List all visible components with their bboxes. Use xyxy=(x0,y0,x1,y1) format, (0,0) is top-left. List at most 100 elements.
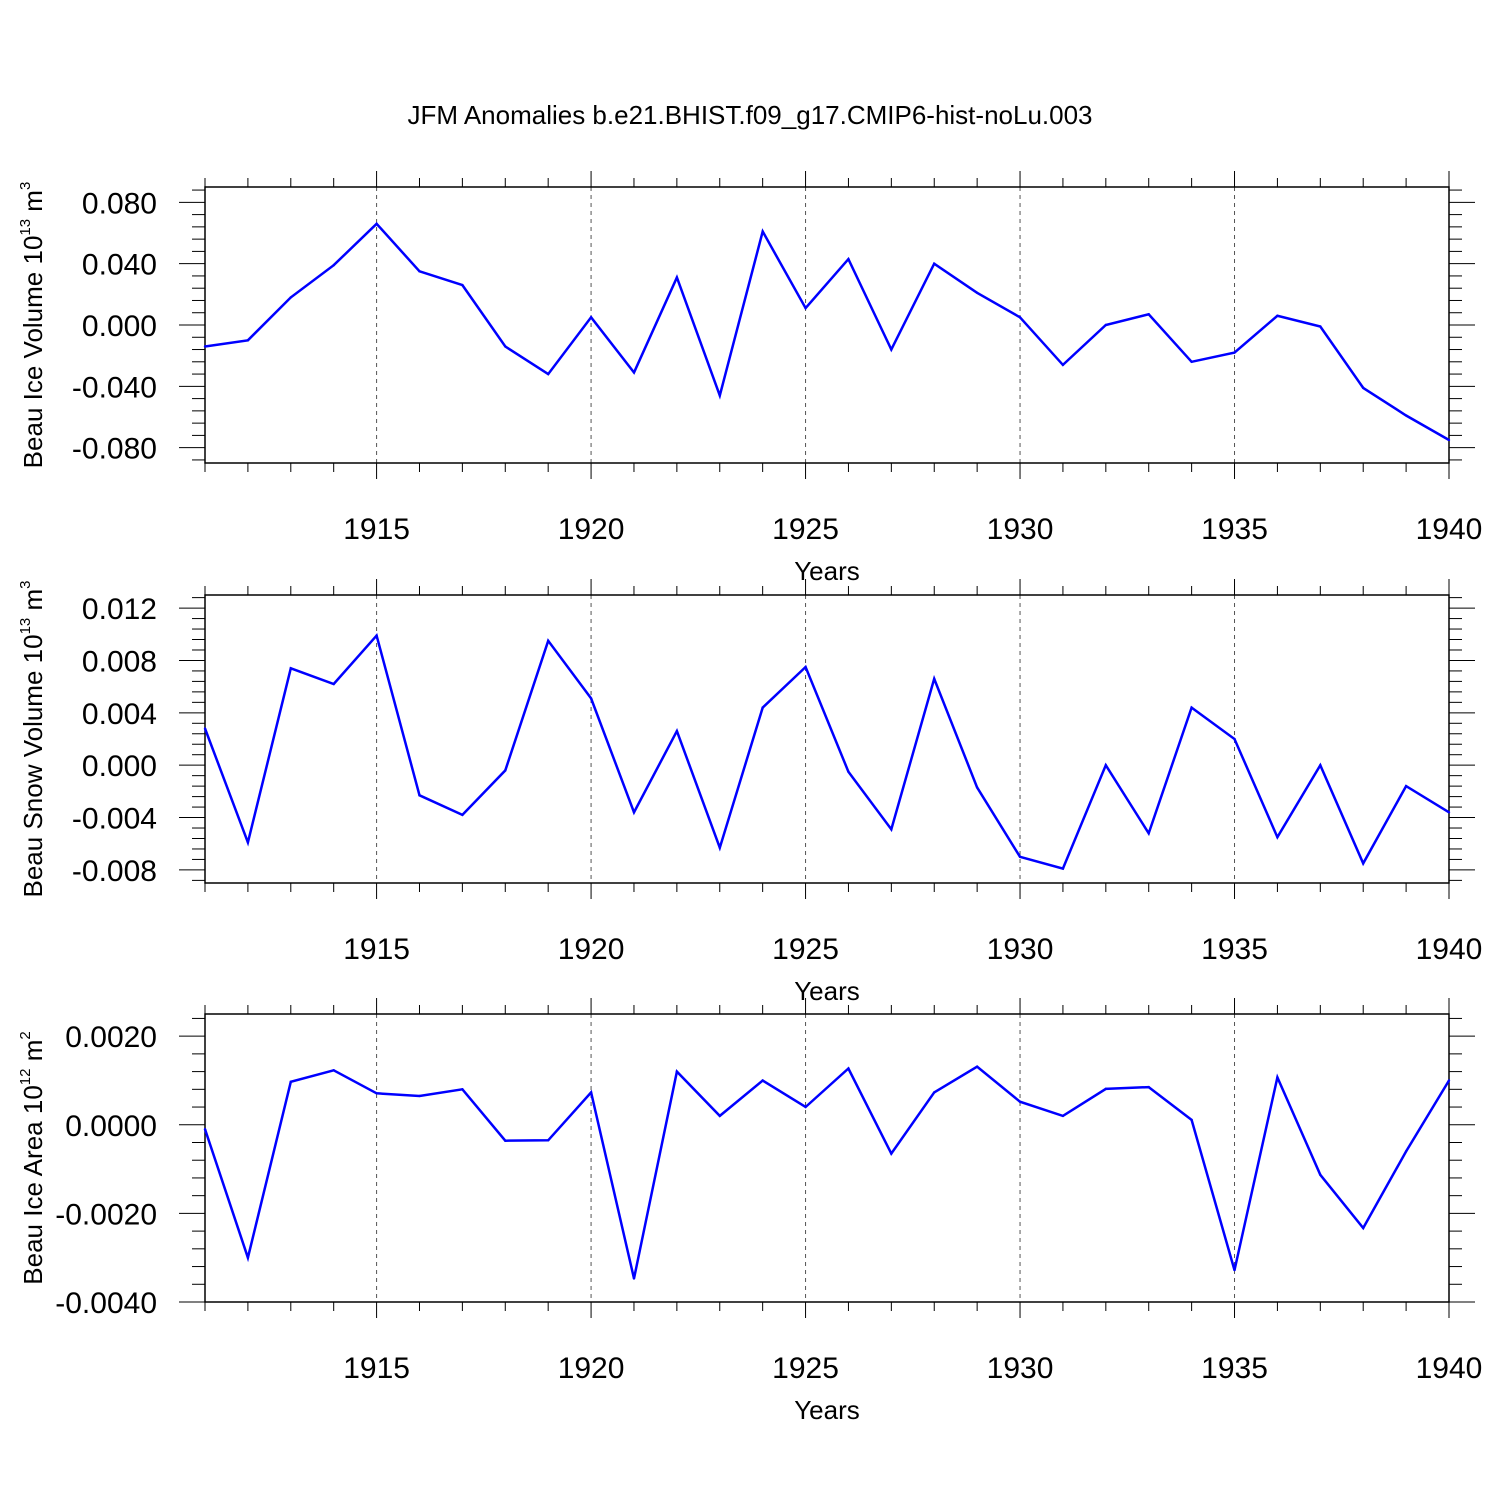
y-tick-label: 0.0020 xyxy=(65,1021,157,1054)
data-point xyxy=(1104,763,1108,767)
data-point xyxy=(847,1067,850,1070)
data-point xyxy=(804,1105,807,1109)
data-point xyxy=(1061,363,1065,367)
data-point xyxy=(461,1088,464,1091)
data-point xyxy=(1190,706,1193,709)
data-point xyxy=(589,1091,593,1094)
data-point xyxy=(675,276,679,279)
y-axis-label: Beau Ice Volume 1013 m3 xyxy=(17,182,48,469)
y-axis-label: Beau Snow Volume 1013 m3 xyxy=(17,581,48,898)
plot-frame xyxy=(204,186,1450,464)
data-point xyxy=(1362,386,1365,390)
data-point xyxy=(761,706,764,709)
data-point xyxy=(1404,1150,1408,1153)
y-tick-label: -0.0020 xyxy=(55,1198,157,1231)
data-point xyxy=(1447,1079,1451,1082)
data-point xyxy=(289,296,292,299)
data-point xyxy=(504,345,507,348)
data-point xyxy=(1233,351,1236,354)
data-point xyxy=(890,348,893,351)
x-axis-label: Years xyxy=(794,976,860,1006)
data-point xyxy=(804,306,807,310)
y-tick-label: 0.080 xyxy=(82,187,157,220)
data-point xyxy=(890,828,893,831)
data-point xyxy=(1061,867,1065,870)
data-point xyxy=(1362,1226,1365,1230)
chart-title: JFM Anomalies b.e21.BHIST.f09_g17.CMIP6-… xyxy=(407,100,1092,130)
x-axis-label: Years xyxy=(794,556,860,586)
data-point xyxy=(546,639,550,643)
data-point xyxy=(203,345,207,348)
data-point xyxy=(332,1069,335,1072)
data-point xyxy=(975,786,979,789)
y-tick-label: 0.0000 xyxy=(65,1110,157,1143)
x-tick-label: 1935 xyxy=(1201,933,1268,966)
series-line xyxy=(204,222,1450,442)
data-point xyxy=(1018,855,1022,859)
x-tick-label: 1930 xyxy=(987,1352,1054,1385)
data-point xyxy=(246,1256,250,1259)
data-point xyxy=(1233,737,1236,741)
data-point xyxy=(1404,784,1408,788)
y-axis-label: Beau Ice Area 1012 m2 xyxy=(17,1031,48,1284)
data-point xyxy=(632,1277,636,1280)
data-point xyxy=(1276,1076,1279,1079)
series-line xyxy=(203,633,1450,871)
data-point xyxy=(375,222,378,225)
data-point xyxy=(675,1070,679,1073)
data-point xyxy=(632,811,636,814)
data-point xyxy=(289,1080,292,1083)
panel-3: 0.0020 0.0000 -0.0020 -0.0040 1915 1920 1925 19… xyxy=(17,998,1482,1425)
data-point xyxy=(461,813,464,817)
y-tick-label: 0.012 xyxy=(82,593,157,626)
data-point xyxy=(461,283,464,287)
data-point xyxy=(1104,1087,1108,1091)
data-point xyxy=(847,257,850,261)
panel-2: 0.012 0.008 0.004 0.000 -0.004 -0.008 1915 1920… xyxy=(17,579,1482,1006)
data-point xyxy=(289,667,292,670)
data-point xyxy=(933,262,936,265)
data-point xyxy=(1061,1114,1065,1118)
data-point xyxy=(375,1092,378,1095)
data-point xyxy=(418,1094,421,1098)
x-tick-label: 1925 xyxy=(772,1352,839,1385)
x-tick-label: 1915 xyxy=(343,933,410,966)
x-tick-label: 1940 xyxy=(1416,513,1483,546)
data-point xyxy=(246,841,250,844)
data-point xyxy=(332,682,335,686)
data-point xyxy=(975,1065,979,1068)
data-point xyxy=(504,769,507,772)
y-tick-label: -0.004 xyxy=(72,803,157,836)
x-tick-label: 1935 xyxy=(1201,513,1268,546)
plot-frame xyxy=(204,594,1450,884)
y-tick-label: 0.040 xyxy=(82,249,157,282)
x-tick-label: 1920 xyxy=(558,513,625,546)
data-point xyxy=(1319,763,1322,767)
y-tick-label: -0.0040 xyxy=(55,1287,157,1320)
data-point xyxy=(933,1091,936,1094)
data-point xyxy=(203,1128,207,1131)
data-point xyxy=(1319,1173,1322,1177)
data-point xyxy=(546,1139,550,1142)
data-point xyxy=(504,1139,507,1142)
y-tick-label: 0.000 xyxy=(82,310,157,343)
data-point xyxy=(1404,414,1408,417)
x-tick-label: 1940 xyxy=(1416,1352,1483,1385)
x-tick-label: 1915 xyxy=(343,1352,410,1385)
data-point xyxy=(589,697,593,700)
x-axis-label: Years xyxy=(794,1395,860,1425)
data-point xyxy=(546,372,550,376)
data-point xyxy=(1447,438,1451,442)
data-point xyxy=(1190,360,1193,363)
chart-panels: 0.080 0.040 0.000 -0.040 -0.080 1915 1920 1925 1… xyxy=(17,171,1482,1425)
data-point xyxy=(804,665,807,669)
x-tick-label: 1935 xyxy=(1201,1352,1268,1385)
data-point xyxy=(933,677,936,680)
data-point xyxy=(246,339,250,342)
data-point xyxy=(418,270,421,273)
data-point xyxy=(1147,313,1150,316)
data-point xyxy=(975,291,979,294)
x-tick-label: 1925 xyxy=(772,933,839,966)
data-point xyxy=(1233,1268,1236,1272)
